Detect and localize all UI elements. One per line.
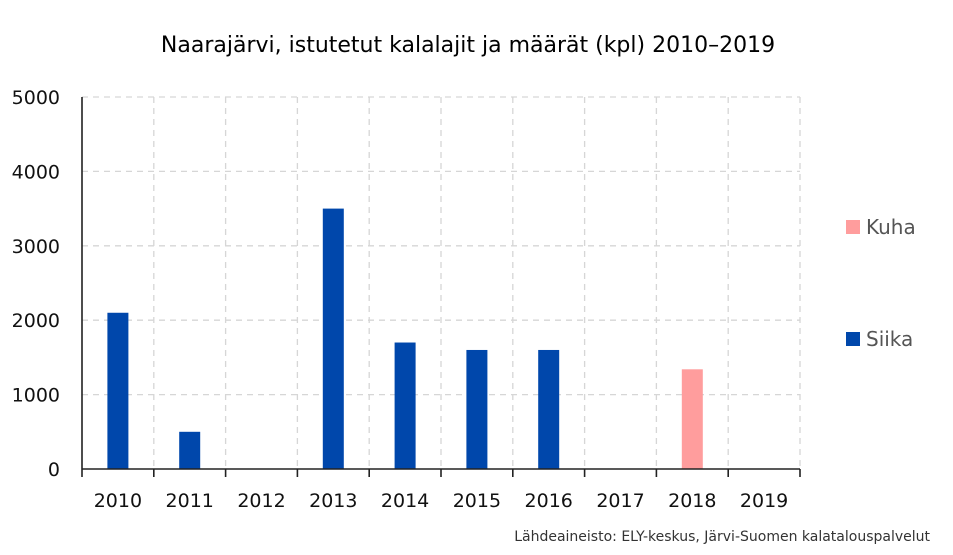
x-tick-label: 2016 xyxy=(525,490,573,512)
x-tick-label: 2017 xyxy=(596,490,644,512)
x-tick-label: 2015 xyxy=(453,490,501,512)
grid xyxy=(82,96,801,469)
bar-siika-2011 xyxy=(179,431,201,469)
bar-siika-2010 xyxy=(107,312,129,469)
bar-siika-2016 xyxy=(538,349,560,469)
y-tick-label: 2000 xyxy=(12,310,60,332)
legend: Kuha Siika xyxy=(846,215,916,351)
source-note: Lähdeaineisto: ELY-keskus, Järvi-Suomen … xyxy=(514,529,930,545)
bar-siika-2014 xyxy=(394,342,416,469)
y-tick-label: 0 xyxy=(48,459,60,481)
axes xyxy=(81,97,801,477)
bar-siika-2015 xyxy=(466,349,488,469)
bar-kuha-2018 xyxy=(681,369,703,469)
legend-swatch-siika xyxy=(846,332,860,346)
legend-swatch-kuha xyxy=(846,220,860,234)
x-tick-label: 2010 xyxy=(94,490,142,512)
y-tick-label: 4000 xyxy=(12,161,60,183)
bar-siika-2013 xyxy=(322,208,344,469)
legend-label-kuha: Kuha xyxy=(866,215,916,239)
legend-label-siika: Siika xyxy=(866,327,913,351)
x-tick-label: 2013 xyxy=(309,490,357,512)
y-axis-ticks: 0 1000 2000 3000 4000 5000 xyxy=(12,87,60,481)
x-tick-label: 2019 xyxy=(740,490,788,512)
x-axis-ticks: 2010 2011 2012 2013 2014 2015 2016 2017 2018 2019 xyxy=(94,490,789,512)
x-tick-label: 2014 xyxy=(381,490,429,512)
x-tick-label: 2011 xyxy=(166,490,214,512)
y-tick-label: 3000 xyxy=(12,236,60,258)
bars xyxy=(107,208,703,469)
y-tick-label: 5000 xyxy=(12,87,60,109)
y-tick-label: 1000 xyxy=(12,385,60,407)
chart-title: Naarajärvi, istutetut kalalajit ja määrä… xyxy=(161,33,775,58)
x-tick-label: 2018 xyxy=(668,490,716,512)
x-tick-label: 2012 xyxy=(237,490,285,512)
